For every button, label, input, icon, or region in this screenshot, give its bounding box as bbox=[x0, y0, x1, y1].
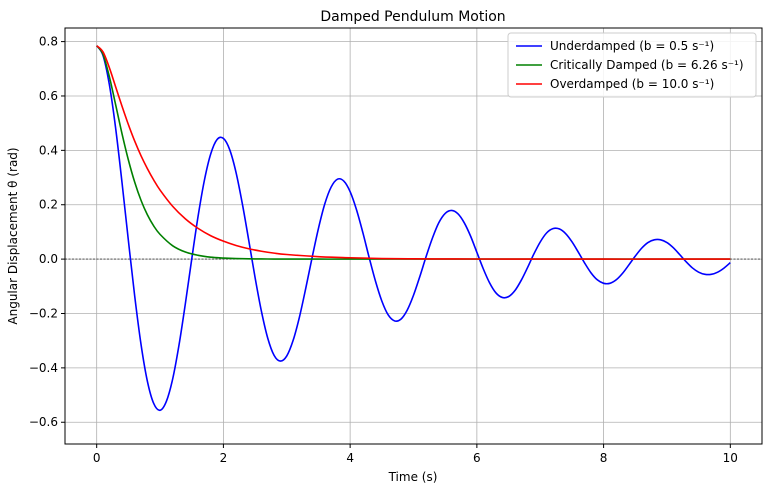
legend-box bbox=[507, 32, 757, 98]
x-tick-label: 0 bbox=[93, 451, 101, 465]
y-tick-label: −0.6 bbox=[29, 415, 58, 429]
x-tick-label: 10 bbox=[723, 451, 738, 465]
plot-frame bbox=[64, 27, 763, 445]
legend: Underdamped (b = 0.5 s⁻¹) Critically Damp… bbox=[507, 32, 757, 98]
y-tick-label: 0.8 bbox=[39, 35, 58, 49]
legend-entry-critically-damped: Critically Damped (b = 6.26 s⁻¹) bbox=[550, 58, 744, 72]
x-tick-label: 8 bbox=[600, 451, 608, 465]
x-axis-label: Time (s) bbox=[388, 470, 438, 484]
x-axis-ticks: 0 2 4 6 8 10 bbox=[93, 444, 738, 465]
x-tick-label: 6 bbox=[473, 451, 481, 465]
y-axis-label: Angular Displacement θ (rad) bbox=[6, 147, 20, 324]
y-tick-label: 0.4 bbox=[39, 143, 58, 157]
overdamped-series-line bbox=[96, 45, 731, 260]
legend-entry-overdamped: Overdamped (b = 10.0 s⁻¹) bbox=[550, 77, 714, 91]
legend-entry-underdamped: Underdamped (b = 0.5 s⁻¹) bbox=[550, 39, 714, 53]
y-tick-label: −0.4 bbox=[29, 361, 58, 375]
series-layer bbox=[96, 45, 731, 412]
y-tick-label: 0.0 bbox=[39, 252, 58, 266]
x-tick-label: 4 bbox=[346, 451, 354, 465]
x-tick-label: 2 bbox=[220, 451, 228, 465]
y-tick-label: −0.2 bbox=[29, 306, 58, 320]
chart-title: Damped Pendulum Motion bbox=[320, 9, 505, 25]
underdamped-series-line bbox=[96, 45, 731, 412]
y-axis-ticks: −0.6 −0.4 −0.2 0.0 0.2 0.4 0.6 0.8 bbox=[29, 35, 65, 429]
y-tick-label: 0.2 bbox=[39, 198, 58, 212]
y-tick-label: 0.6 bbox=[39, 89, 58, 103]
